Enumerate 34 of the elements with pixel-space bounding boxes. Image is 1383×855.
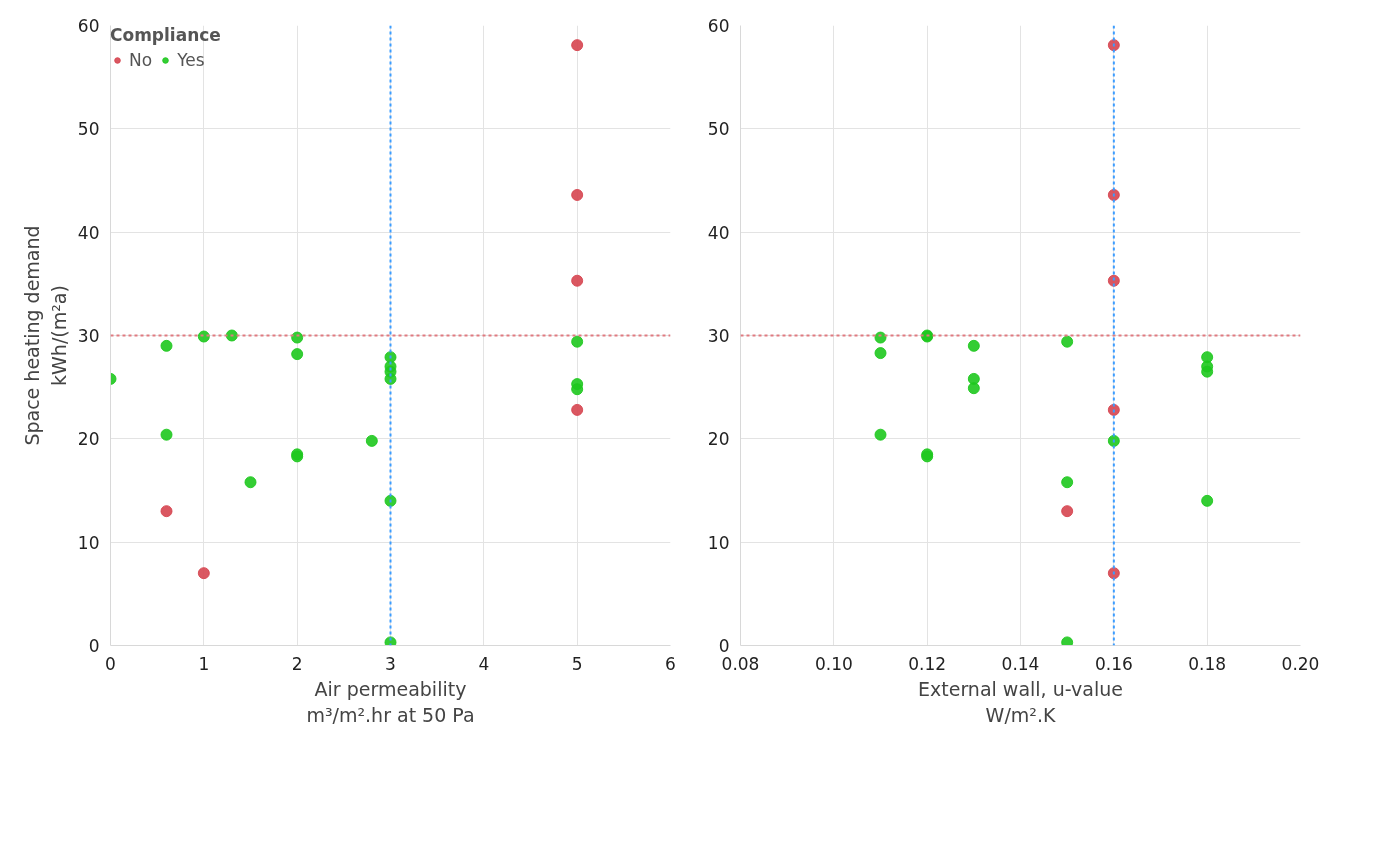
y-tick-label: 50 (707, 119, 730, 140)
y-tick-label: 10 (707, 532, 730, 553)
y-tick-label: 30 (707, 326, 730, 346)
x-axis-title: Air permeability m³/m².hr at 50 Pa (306, 677, 475, 726)
x-tick-label: 1 (198, 653, 210, 674)
y-tick-label: 10 (77, 532, 100, 553)
x-tick-label: 4 (478, 653, 490, 674)
legend-title: Compliance (110, 25, 221, 45)
x-tick-label: 0.18 (1188, 653, 1227, 674)
x-tick-label: 6 (665, 653, 676, 674)
x-axis-title: External wall, u-value W/m².K (918, 677, 1123, 726)
y-tick-label: 50 (77, 119, 100, 140)
x-tick-label: 2 (291, 653, 303, 674)
y-tick-label: 40 (77, 222, 100, 243)
y-tick-label: 60 (77, 16, 100, 36)
y-tick-label: 30 (77, 326, 100, 346)
x-tick-label: 0.16 (1094, 653, 1133, 674)
y-tick-label: 0 (718, 636, 730, 656)
x-tick-label: 5 (571, 653, 583, 674)
legend-label: Yes (177, 50, 205, 70)
y-tick-label: 60 (707, 16, 730, 36)
x-tick-label: 0.08 (721, 653, 760, 674)
x-tick-label: 0.20 (1281, 653, 1320, 674)
x-tick-label: 0 (105, 653, 116, 674)
y-tick-label: 20 (77, 429, 100, 450)
y-tick-label: 0 (88, 636, 100, 656)
x-tick-label: 3 (385, 653, 396, 674)
x-tick-label: 0.14 (1001, 653, 1040, 674)
legend-label: No (129, 50, 153, 70)
y-tick-label: 40 (707, 222, 730, 243)
y-axis-title: Space heating demand kWh/(m²a) (21, 225, 70, 446)
y-tick-label: 20 (707, 429, 730, 450)
x-tick-label: 0.10 (814, 653, 853, 674)
x-tick-label: 0.12 (908, 653, 947, 674)
